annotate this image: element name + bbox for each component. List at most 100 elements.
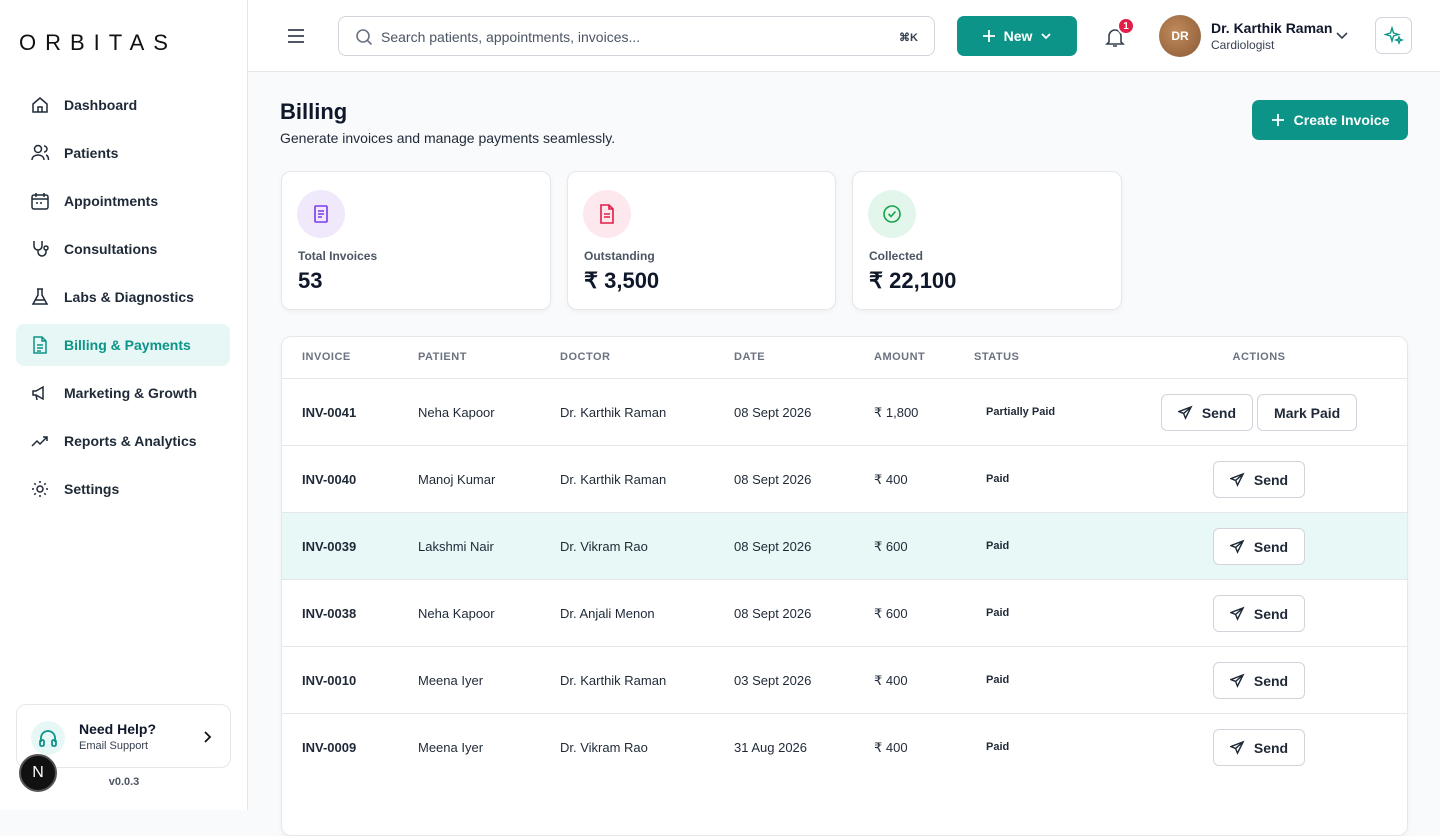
actions: Send Mark Paid — [1159, 394, 1359, 431]
help-icon — [31, 721, 65, 755]
nav-item[interactable]: Marketing & Growth — [16, 372, 230, 414]
column-header: INVOICE — [302, 351, 351, 363]
cell: Meena Iyer — [418, 673, 484, 688]
chevron — [204, 731, 212, 743]
cell: ₹ 400 — [874, 740, 908, 755]
action-button[interactable]: Send — [1212, 662, 1306, 699]
stat-value: 53 — [298, 268, 323, 293]
cell: Manoj Kumar — [418, 472, 496, 487]
cell: ₹ 1,800 — [874, 405, 919, 420]
column-header: AMOUNT — [874, 351, 926, 363]
action-label: Send — [1253, 672, 1289, 689]
stat-icon — [297, 190, 345, 238]
brand: ORBITAS — [19, 30, 177, 55]
cell: Meena Iyer — [418, 740, 484, 755]
nav-label: Settings — [64, 481, 120, 497]
table-row: INV-0040 Manoj Kumar Dr. Karthik Raman 08 S… — [282, 445, 1407, 512]
stat-label: Outstanding — [584, 249, 655, 263]
cell: 03 Sept 2026 — [734, 673, 812, 688]
column-header: DATE — [734, 351, 766, 363]
nav-item[interactable]: Billing & Payments — [16, 324, 230, 366]
table-row: INV-0038 Neha Kapoor Dr. Anjali Menon 08 Se… — [282, 579, 1407, 646]
cell: Dr. Karthik Raman — [560, 405, 667, 420]
ai-button[interactable] — [1375, 17, 1412, 54]
nav-label: Appointments — [64, 193, 159, 209]
sidebar: ORBITAS Dashboard Patients Appointments Con… — [0, 0, 248, 810]
stat-value: ₹ 3,500 — [584, 268, 660, 293]
nav-item[interactable]: Reports & Analytics — [16, 420, 230, 462]
user-role: Cardiologist — [1211, 38, 1275, 52]
cell: Lakshmi Nair — [418, 539, 494, 554]
nav-item[interactable]: Appointments — [16, 180, 230, 222]
search-shortcut: ⌘K — [899, 32, 918, 44]
search-box[interactable]: Search patients, appointments, invoices.… — [338, 16, 935, 56]
notification-count: 1 — [1117, 17, 1135, 35]
column-header: DOCTOR — [560, 351, 611, 363]
status-badge: Paid — [986, 540, 1010, 552]
stat-card: Outstanding ₹ 3,500 — [567, 171, 836, 310]
nav-label: Labs & Diagnostics — [64, 289, 194, 305]
cell: ₹ 400 — [874, 673, 908, 688]
status-badge: Partially Paid — [986, 406, 1056, 418]
cell: 08 Sept 2026 — [734, 472, 812, 487]
table-row: INV-0009 Meena Iyer Dr. Vikram Rao 31 Aug 2… — [282, 713, 1407, 780]
cell: INV-0040 — [302, 472, 357, 487]
help-card[interactable]: Need Help? Email Support — [16, 704, 231, 768]
avatar[interactable]: DR — [1159, 15, 1201, 57]
cell: Dr. Vikram Rao — [560, 539, 648, 554]
action-button[interactable]: Send — [1212, 461, 1306, 498]
action-button[interactable]: Send — [1212, 729, 1306, 766]
nav-item[interactable]: Patients — [16, 132, 230, 174]
create-label: Create Invoice — [1293, 112, 1390, 128]
status-badge: Paid — [986, 607, 1010, 619]
stat-value: ₹ 22,100 — [869, 268, 957, 293]
stat-card: Collected ₹ 22,100 — [852, 171, 1122, 310]
menu-button[interactable] — [286, 26, 306, 46]
cell: 08 Sept 2026 — [734, 405, 812, 420]
create-invoice-button[interactable]: Create Invoice — [1252, 100, 1408, 140]
cell: INV-0010 — [302, 673, 357, 688]
cell: 08 Sept 2026 — [734, 539, 812, 554]
action-button[interactable]: Send — [1160, 394, 1254, 431]
nav-item[interactable]: Settings — [16, 468, 230, 510]
cell: INV-0009 — [302, 740, 357, 755]
stat-label: Total Invoices — [298, 249, 378, 263]
nav-item[interactable]: Consultations — [16, 228, 230, 270]
table-row: INV-0010 Meena Iyer Dr. Karthik Raman 03 Se… — [282, 646, 1407, 713]
action-label: Send — [1253, 471, 1289, 488]
nav-label: Billing & Payments — [64, 337, 191, 353]
stat-icon — [868, 190, 916, 238]
action-button[interactable]: Send — [1212, 528, 1306, 565]
status-badge: Paid — [986, 741, 1010, 753]
topbar: Search patients, appointments, invoices.… — [248, 0, 1440, 72]
action-button[interactable]: Mark Paid — [1257, 394, 1358, 431]
user-name: Dr. Karthik Raman — [1211, 20, 1333, 36]
dev-badge[interactable]: N — [19, 754, 57, 792]
nav-label: Reports & Analytics — [64, 433, 197, 449]
nav-item[interactable]: Dashboard — [16, 84, 230, 126]
new-button[interactable]: New — [957, 16, 1077, 56]
cell: Neha Kapoor — [418, 606, 495, 621]
page-title: Billing — [280, 99, 348, 124]
cell: Dr. Karthik Raman — [560, 673, 667, 688]
cell: ₹ 600 — [874, 539, 908, 554]
user-chevron[interactable] — [1335, 30, 1349, 42]
column-header: PATIENT — [418, 351, 467, 363]
stat-card: Total Invoices 53 — [281, 171, 551, 310]
stat-label: Collected — [869, 249, 924, 263]
cell: ₹ 600 — [874, 606, 908, 621]
action-button[interactable]: Send — [1212, 595, 1306, 632]
status-badge: Paid — [986, 473, 1010, 485]
action-label: Send — [1253, 739, 1289, 756]
nav-label: Marketing & Growth — [64, 385, 198, 401]
invoice-table: INVOICE PATIENT DOCTOR DATE AMOUNT STATUS ACTI… — [281, 336, 1408, 836]
action-label: Mark Paid — [1274, 404, 1341, 421]
actions: Send — [1159, 729, 1359, 766]
new-label: New — [1003, 28, 1033, 44]
action-label: Send — [1253, 538, 1289, 555]
version: v0.0.3 — [108, 776, 140, 788]
help-subtitle: Email Support — [79, 740, 149, 752]
cell: 31 Aug 2026 — [734, 740, 808, 755]
nav-item[interactable]: Labs & Diagnostics — [16, 276, 230, 318]
